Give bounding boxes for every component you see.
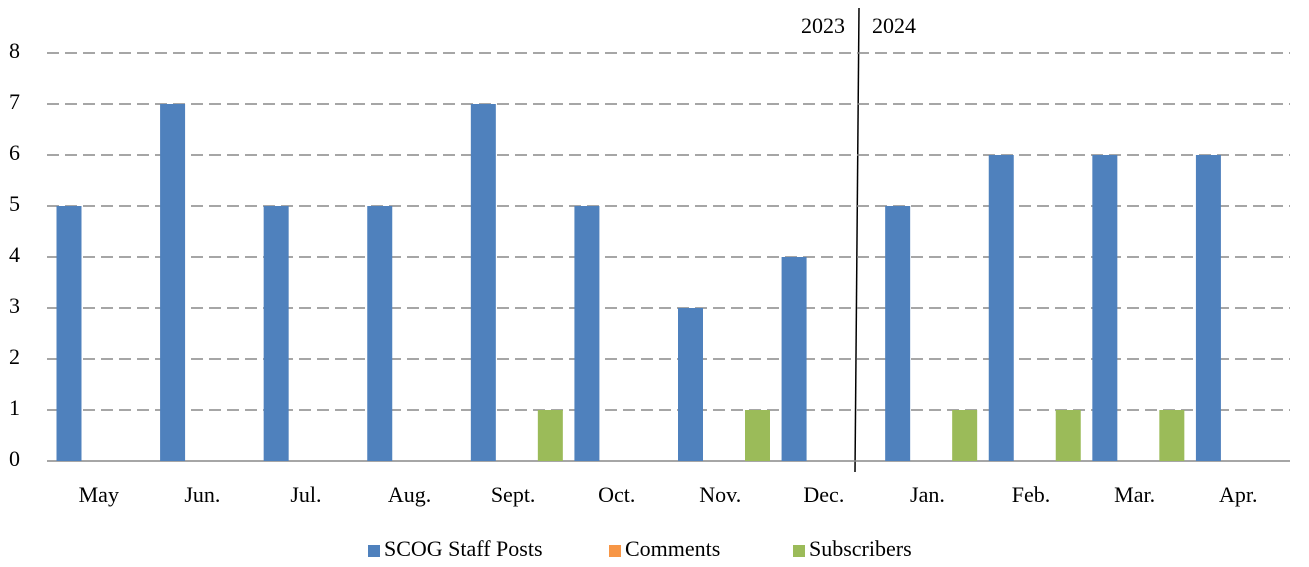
y-tick-label: 8 — [9, 38, 20, 63]
bar — [1055, 410, 1081, 461]
legend-label: Comments — [625, 536, 720, 561]
bar — [781, 257, 807, 461]
bar — [160, 104, 186, 461]
x-tick-label: Jun. — [184, 482, 220, 507]
bar — [678, 308, 703, 461]
bar — [263, 206, 289, 461]
bar — [745, 410, 770, 461]
legend-swatch — [609, 545, 621, 557]
bar — [470, 104, 496, 461]
y-tick-label: 7 — [9, 89, 20, 114]
legend-swatch — [793, 545, 805, 557]
y-tick-label: 3 — [9, 293, 20, 318]
bar — [1092, 155, 1118, 461]
x-tick-label: Oct. — [598, 482, 635, 507]
year-divider — [854, 7, 860, 473]
legend-label: SCOG Staff Posts — [384, 536, 543, 561]
x-tick-label: Aug. — [388, 482, 431, 507]
y-tick-label: 1 — [9, 395, 20, 420]
bar — [56, 206, 82, 461]
x-tick-label: Apr. — [1219, 482, 1258, 507]
x-tick-label: Sept. — [491, 482, 536, 507]
legend-label: Subscribers — [809, 536, 912, 561]
x-tick-label: Nov. — [699, 482, 741, 507]
bar — [1195, 155, 1221, 461]
annotation: 2023 — [801, 13, 845, 38]
x-tick-label: Mar. — [1114, 482, 1155, 507]
x-tick-label: Jan. — [910, 482, 945, 507]
legend-swatch — [368, 545, 380, 557]
bar — [1159, 410, 1185, 461]
x-tick-label: Jul. — [290, 482, 321, 507]
y-tick-label: 5 — [9, 191, 20, 216]
x-tick-label: Feb. — [1012, 482, 1051, 507]
y-tick-label: 4 — [9, 242, 20, 267]
bar — [537, 410, 563, 461]
x-tick-label: Dec. — [803, 482, 844, 507]
y-tick-label: 6 — [9, 140, 20, 165]
bar — [367, 206, 393, 461]
bar — [574, 206, 600, 461]
bar — [952, 410, 978, 461]
bar — [885, 206, 911, 461]
x-tick-label: May — [79, 482, 119, 507]
annotation: 2024 — [872, 13, 916, 38]
bar — [988, 155, 1014, 461]
y-tick-label: 0 — [9, 446, 20, 471]
y-tick-label: 2 — [9, 344, 20, 369]
